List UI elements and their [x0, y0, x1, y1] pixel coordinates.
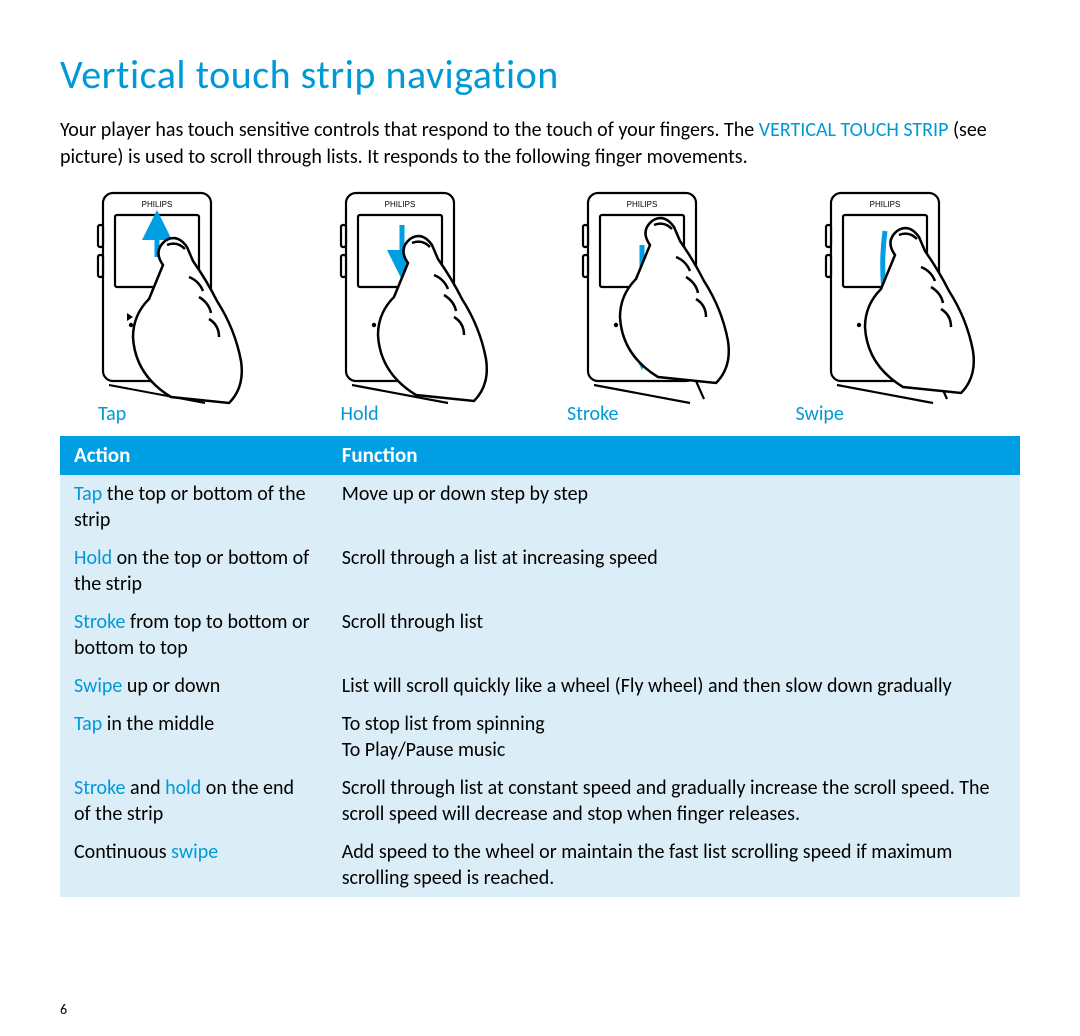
action-keyword: Tap: [74, 482, 102, 506]
table-row: Tap in the middleTo stop list from spinn…: [60, 705, 1020, 769]
action-keyword: Tap: [74, 712, 102, 736]
action-text: in the middle: [102, 712, 214, 736]
table-row: Stroke from top to bottom or bottom to t…: [60, 603, 1020, 667]
illustration-stroke: PHILIPS Stroke: [545, 185, 778, 426]
action-keyword: Stroke: [74, 776, 125, 800]
page-number: 6: [60, 1001, 67, 1018]
device-hand-hold-icon: PHILIPS: [314, 185, 524, 410]
actions-table: Action Function Tap the top or bottom of…: [60, 436, 1020, 897]
table-header-function: Function: [328, 436, 1020, 475]
intro-paragraph: Your player has touch sensitive controls…: [60, 117, 1020, 171]
svg-text:PHILIPS: PHILIPS: [142, 200, 173, 209]
illustration-label-tap: Tap: [60, 402, 126, 426]
page-title: Vertical touch strip navigation: [60, 50, 1020, 99]
illustration-swipe: PHILIPS Swipe: [788, 185, 1021, 426]
action-text: Continuous: [74, 840, 171, 864]
action-cell: Tap the top or bottom of the strip: [60, 475, 328, 539]
function-cell: Scroll through list at constant speed an…: [328, 769, 1020, 833]
table-header-action: Action: [60, 436, 328, 475]
intro-part1: Your player has touch sensitive controls…: [60, 118, 759, 142]
action-cell: Stroke from top to bottom or bottom to t…: [60, 603, 328, 667]
table-row: Continuous swipeAdd speed to the wheel o…: [60, 833, 1020, 897]
action-text: the top or bottom of the strip: [74, 482, 306, 532]
table-row: Stroke and hold on the end of the stripS…: [60, 769, 1020, 833]
action-text: up or down: [122, 674, 220, 698]
action-text: and: [125, 776, 165, 800]
illustration-label-stroke: Stroke: [545, 402, 618, 426]
illustration-row: PHILIPS Tap: [60, 185, 1020, 426]
action-keyword: Stroke: [74, 610, 125, 634]
function-cell: Add speed to the wheel or maintain the f…: [328, 833, 1020, 897]
function-cell: To stop list from spinningTo Play/Pause …: [328, 705, 1020, 769]
svg-text:PHILIPS: PHILIPS: [869, 200, 900, 209]
action-cell: Hold on the top or bottom of the strip: [60, 539, 328, 603]
action-cell: Continuous swipe: [60, 833, 328, 897]
action-cell: Stroke and hold on the end of the strip: [60, 769, 328, 833]
action-keyword: Hold: [74, 546, 112, 570]
action-keyword: Swipe: [74, 674, 122, 698]
action-keyword: swipe: [171, 840, 218, 864]
intro-term: VERTICAL TOUCH STRIP: [759, 118, 949, 142]
device-hand-swipe-icon: PHILIPS: [799, 185, 1009, 410]
device-hand-stroke-icon: PHILIPS: [556, 185, 766, 410]
illustration-hold: PHILIPS Hold: [303, 185, 536, 426]
svg-text:PHILIPS: PHILIPS: [627, 200, 658, 209]
table-row: Tap the top or bottom of the stripMove u…: [60, 475, 1020, 539]
function-cell: Scroll through a list at increasing spee…: [328, 539, 1020, 603]
table-row: Swipe up or downList will scroll quickly…: [60, 667, 1020, 705]
function-cell: Move up or down step by step: [328, 475, 1020, 539]
illustration-label-swipe: Swipe: [788, 402, 844, 426]
svg-text:PHILIPS: PHILIPS: [384, 200, 415, 209]
illustration-tap: PHILIPS Tap: [60, 185, 293, 426]
function-cell: List will scroll quickly like a wheel (F…: [328, 667, 1020, 705]
action-cell: Tap in the middle: [60, 705, 328, 769]
function-cell: Scroll through list: [328, 603, 1020, 667]
action-cell: Swipe up or down: [60, 667, 328, 705]
illustration-label-hold: Hold: [303, 402, 379, 426]
table-row: Hold on the top or bottom of the stripSc…: [60, 539, 1020, 603]
action-keyword: hold: [165, 776, 201, 800]
device-hand-tap-icon: PHILIPS: [71, 185, 281, 410]
